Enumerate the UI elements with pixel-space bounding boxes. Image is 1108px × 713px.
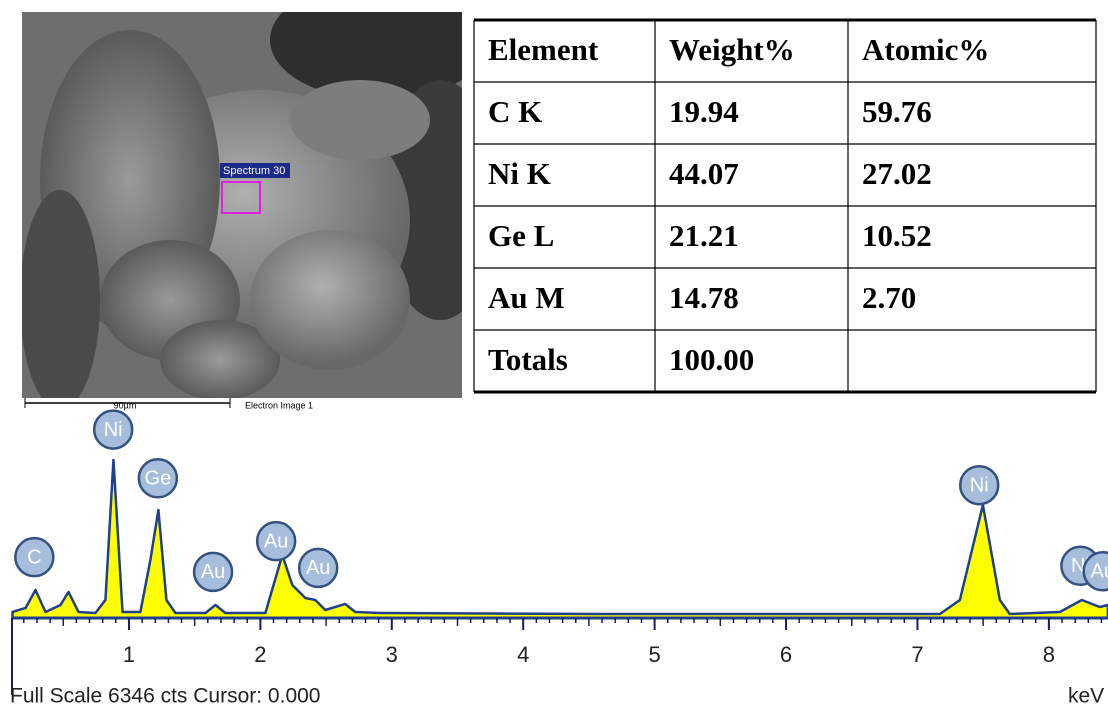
x-tick-label: 6 [780, 642, 792, 667]
data-table: Element Weight% Atomic% C K 19.94 59.76 Ni K 44… [474, 20, 1096, 392]
spectrum-chart: 12345678CNiGeAuAuAuNiNiAuFull Scale 6346… [10, 411, 1108, 708]
scale-bar-label: 90µm [114, 400, 137, 410]
table-cell: 27.02 [862, 156, 932, 191]
table-header: Weight% [669, 32, 795, 67]
table-cell: 21.21 [669, 218, 739, 253]
peak-label: Au [264, 530, 288, 552]
peak-label: Au [201, 561, 225, 583]
peak-label: Ni [104, 419, 123, 441]
peak-label: Au [306, 557, 330, 579]
table-cell: 19.94 [669, 94, 739, 129]
x-tick-label: 5 [648, 642, 660, 667]
x-tick-label: 3 [386, 642, 398, 667]
table-cell: Ge L [488, 218, 554, 253]
x-axis-label: keV [1068, 685, 1104, 708]
peak-label: C [27, 546, 41, 568]
table-cell: C K [488, 94, 542, 129]
table-cell: 59.76 [862, 94, 932, 129]
footer: Full Scale 6346 cts Cursor: 0.000 [10, 685, 321, 708]
page: Spectrum 30 90µm Electron Image 1 Elemen… [0, 0, 1108, 713]
x-tick-label: 1 [123, 642, 135, 667]
table-cell: 2.70 [862, 280, 916, 315]
x-tick-label: 7 [911, 642, 923, 667]
spectrum-label: Spectrum 30 [223, 165, 285, 177]
sem-image: Spectrum 30 [20, 0, 500, 410]
table-cell: Totals [488, 342, 568, 377]
x-tick-label: 8 [1043, 642, 1055, 667]
table-cell: 10.52 [862, 218, 932, 253]
peak-label: Ni [970, 474, 989, 496]
table-cell: 44.07 [669, 156, 739, 191]
table-header: Atomic% [862, 32, 989, 67]
x-tick-label: 2 [254, 642, 266, 667]
x-tick-label: 4 [517, 642, 529, 667]
peak-label: Ge [145, 468, 172, 490]
table-cell: 100.00 [669, 342, 754, 377]
peak-label: Au [1091, 561, 1108, 583]
table-cell: Ni K [488, 156, 551, 191]
figure: Spectrum 30 90µm Electron Image 1 Elemen… [0, 0, 1108, 713]
image-caption: Electron Image 1 [245, 400, 313, 410]
table-cell: Au M [488, 280, 565, 315]
table-header: Element [488, 32, 599, 67]
table-cell: 14.78 [669, 280, 739, 315]
